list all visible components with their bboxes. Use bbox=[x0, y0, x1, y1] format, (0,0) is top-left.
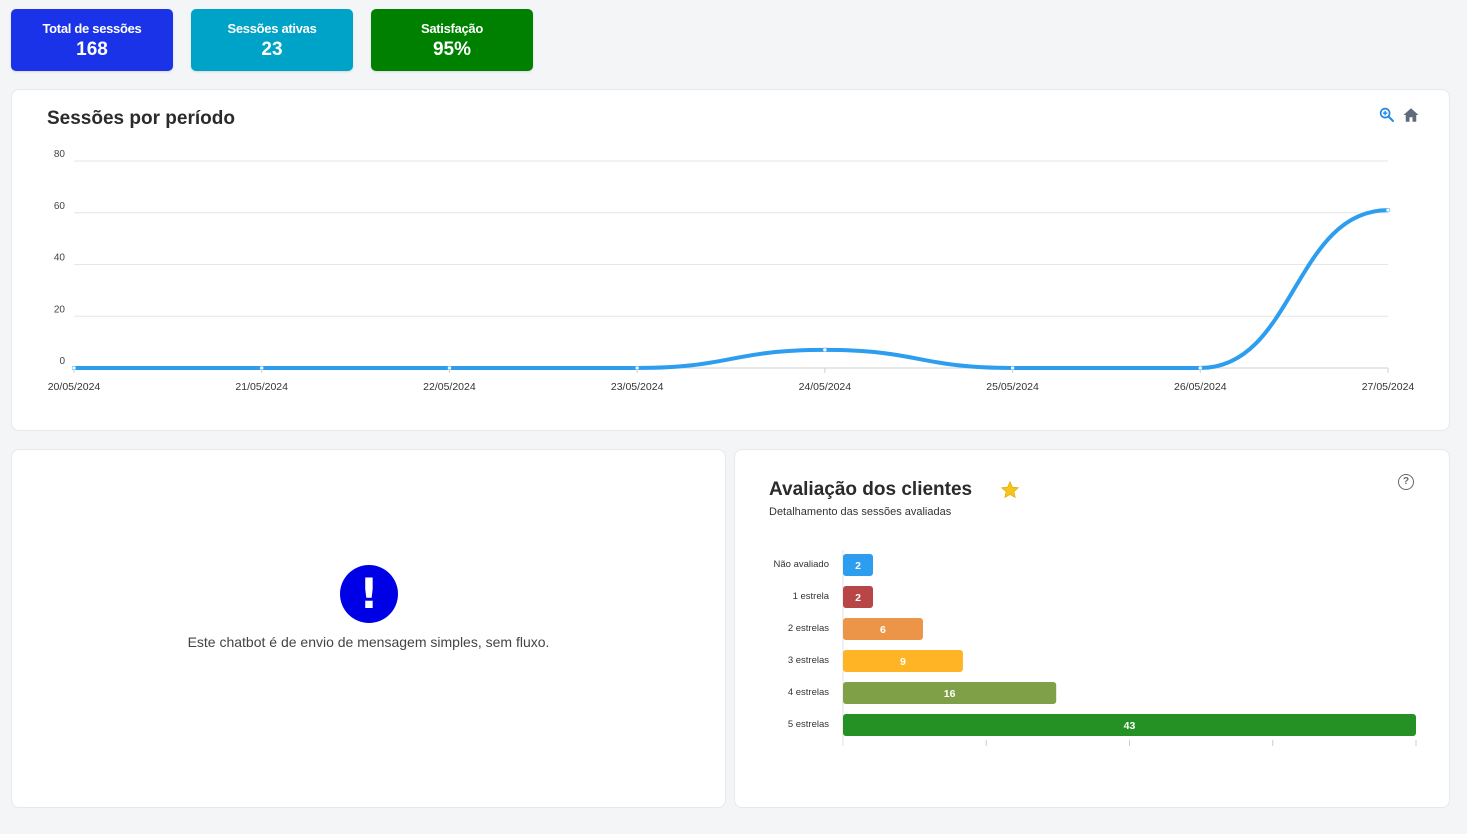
rating-category-label: Não avaliado bbox=[774, 559, 829, 570]
x-tick-label: 27/05/2024 bbox=[1362, 381, 1415, 393]
y-tick-label: 60 bbox=[54, 201, 66, 212]
bar-value-label: 16 bbox=[944, 688, 956, 700]
rating-bar bbox=[843, 682, 1057, 704]
data-point bbox=[259, 365, 264, 371]
rating-bar bbox=[843, 618, 923, 640]
rating-bar bbox=[843, 650, 963, 672]
x-tick-label: 23/05/2024 bbox=[611, 381, 664, 393]
rating-category-label: 4 estrelas bbox=[788, 687, 829, 698]
flow-panel: Este chatbot é de envio de mensagem simp… bbox=[11, 449, 726, 808]
stat-value: 23 bbox=[261, 39, 283, 60]
bar-value-label: 43 bbox=[1124, 720, 1136, 732]
series-line bbox=[72, 208, 1390, 371]
y-tick-label: 20 bbox=[54, 304, 66, 315]
x-tick-label: 25/05/2024 bbox=[986, 381, 1039, 393]
data-point bbox=[634, 365, 640, 371]
zoom-in-icon[interactable] bbox=[1378, 106, 1396, 124]
chart-title: Sessões por período bbox=[47, 108, 235, 129]
y-tick-label: 40 bbox=[54, 253, 66, 264]
rating-category-label: 1 estrela bbox=[793, 591, 830, 602]
stat-card-satisfaction: Satisfação 95% bbox=[371, 9, 533, 71]
x-tick-label: 22/05/2024 bbox=[423, 381, 476, 393]
stat-card-total-sessions: Total de sessões 168 bbox=[11, 9, 173, 71]
y-tick-label: 80 bbox=[54, 149, 66, 160]
rating-category-label: 3 estrelas bbox=[788, 655, 829, 666]
customer-rating-panel: Não avaliado 2 1 estrela 2 2 estrelas 6 3 estr… bbox=[734, 449, 1450, 808]
y-tick-label: 0 bbox=[59, 356, 65, 367]
bar-value-label: 2 bbox=[855, 592, 861, 604]
sessions-line-chart: 0 20 40 60 80 20/05/2024 21/05/2024 22/05/2024 2… bbox=[48, 149, 1415, 393]
sessions-period-panel: 0 20 40 60 80 20/05/2024 21/05/2024 22/05/2024 2… bbox=[11, 89, 1450, 431]
rating-bar bbox=[843, 586, 873, 608]
data-point bbox=[1010, 365, 1015, 371]
data-point bbox=[822, 347, 828, 353]
bar-value-label: 2 bbox=[855, 560, 861, 572]
x-tick-label: 24/05/2024 bbox=[799, 381, 852, 393]
x-tick-label: 26/05/2024 bbox=[1174, 381, 1227, 393]
stat-label: Total de sessões bbox=[42, 21, 142, 36]
rating-bar-chart: Não avaliado 2 1 estrela 2 2 estrelas 6 3 estr… bbox=[774, 550, 1417, 746]
data-point bbox=[1198, 365, 1203, 371]
stat-card-active-sessions: Sessões ativas 23 bbox=[191, 9, 353, 71]
stat-value: 168 bbox=[76, 39, 108, 60]
rating-subtitle: Detalhamento das sessões avaliadas bbox=[769, 506, 952, 518]
stat-label: Satisfação bbox=[420, 21, 484, 36]
stat-label: Sessões ativas bbox=[227, 21, 317, 36]
star-icon bbox=[1000, 480, 1020, 499]
exclamation-icon bbox=[340, 565, 398, 623]
rating-title: Avaliação dos clientes bbox=[769, 479, 973, 500]
data-point bbox=[1385, 207, 1391, 213]
bar-value-label: 6 bbox=[880, 624, 886, 636]
rating-bar bbox=[843, 714, 1416, 736]
data-point bbox=[71, 365, 77, 371]
rating-category-label: 2 estrelas bbox=[788, 623, 829, 634]
x-tick-label: 21/05/2024 bbox=[235, 381, 288, 393]
rating-category-label: 5 estrelas bbox=[788, 719, 829, 730]
flow-message: Este chatbot é de envio de mensagem simp… bbox=[187, 634, 550, 650]
x-tick-label: 20/05/2024 bbox=[48, 381, 101, 393]
stat-value: 95% bbox=[432, 39, 472, 60]
rating-bar bbox=[843, 554, 873, 576]
help-icon[interactable]: ? bbox=[1398, 474, 1414, 490]
bar-value-label: 9 bbox=[900, 656, 906, 668]
home-icon[interactable] bbox=[1402, 106, 1420, 124]
data-point bbox=[447, 365, 452, 371]
